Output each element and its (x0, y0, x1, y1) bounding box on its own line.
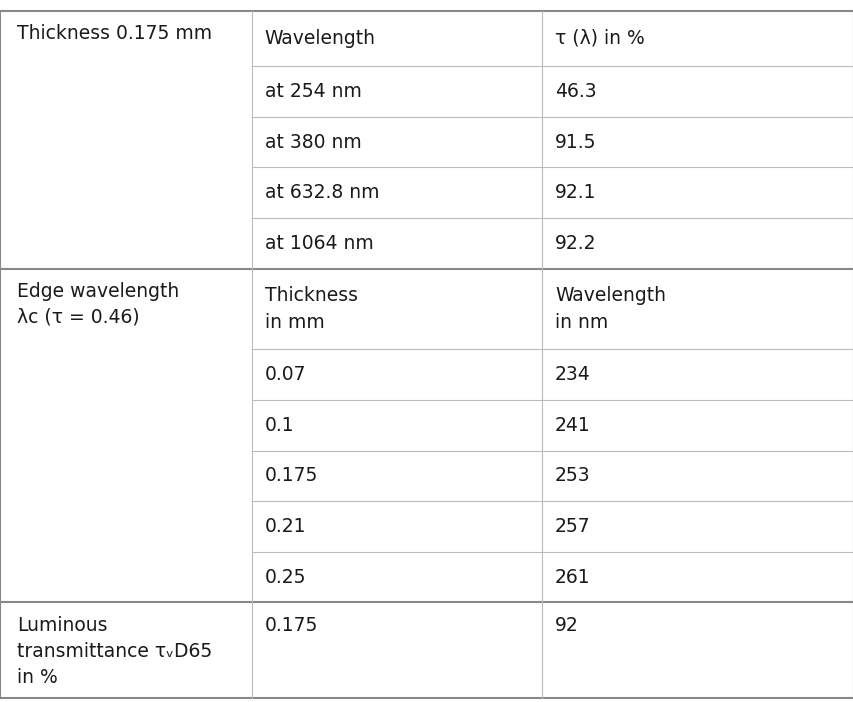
Text: 0.175: 0.175 (264, 466, 317, 485)
Text: λᴄ (τ = 0.46): λᴄ (τ = 0.46) (17, 308, 140, 327)
Text: at 254 nm: at 254 nm (264, 82, 361, 101)
Text: 0.175: 0.175 (264, 616, 317, 635)
Text: transmittance τᵥD65: transmittance τᵥD65 (17, 642, 212, 661)
Text: 91.5: 91.5 (554, 133, 596, 152)
Text: 46.3: 46.3 (554, 82, 596, 101)
Text: in %: in % (17, 668, 58, 687)
Text: at 632.8 nm: at 632.8 nm (264, 183, 379, 202)
Text: Luminous: Luminous (17, 616, 107, 635)
Text: 0.21: 0.21 (264, 517, 306, 536)
Text: 234: 234 (554, 365, 590, 384)
Text: in mm: in mm (264, 312, 324, 331)
Text: at 380 nm: at 380 nm (264, 133, 361, 152)
Text: Thickness: Thickness (264, 286, 357, 305)
Text: 92.2: 92.2 (554, 234, 596, 253)
Text: in nm: in nm (554, 312, 607, 331)
Text: 0.07: 0.07 (264, 365, 306, 384)
Text: Wavelength: Wavelength (554, 286, 665, 305)
Text: at 1064 nm: at 1064 nm (264, 234, 373, 253)
Text: 257: 257 (554, 517, 590, 536)
Text: 0.25: 0.25 (264, 568, 306, 587)
Text: 92: 92 (554, 616, 578, 635)
Text: 261: 261 (554, 568, 590, 587)
Text: τ (λ) in %: τ (λ) in % (554, 29, 644, 48)
Text: 0.1: 0.1 (264, 416, 294, 435)
Text: 253: 253 (554, 466, 590, 485)
Text: Thickness 0.175 mm: Thickness 0.175 mm (17, 24, 212, 43)
Text: 241: 241 (554, 416, 590, 435)
Text: Wavelength: Wavelength (264, 29, 375, 48)
Text: 92.1: 92.1 (554, 183, 596, 202)
Text: Edge wavelength: Edge wavelength (17, 282, 179, 300)
